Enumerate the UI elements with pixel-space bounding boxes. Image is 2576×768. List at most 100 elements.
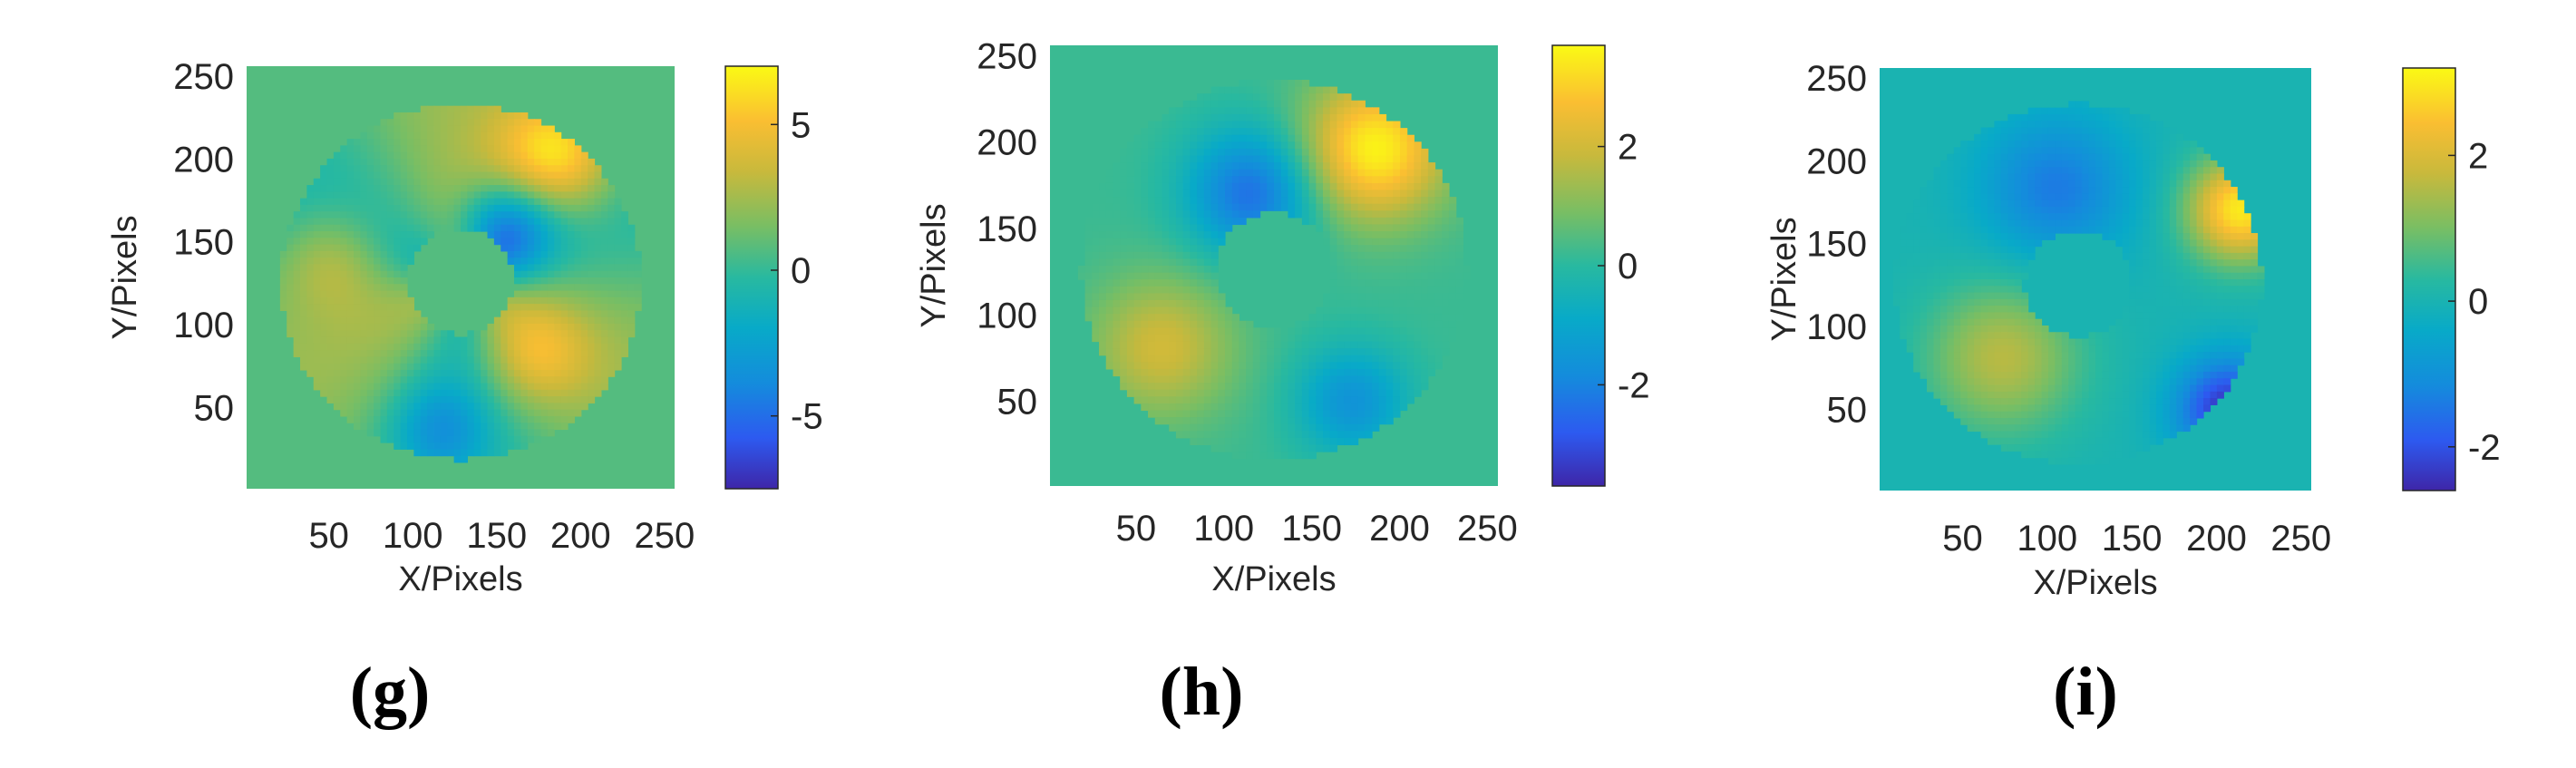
heatmap-cell: [507, 336, 515, 345]
heatmap-cell: [1169, 362, 1177, 370]
heatmap-cell: [1246, 348, 1254, 356]
heatmap-cell: [1301, 431, 1310, 439]
heatmap-cell: [1350, 162, 1359, 170]
heatmap-cell: [1350, 431, 1359, 439]
heatmap-cell: [1210, 437, 1219, 446]
heatmap-cell: [1906, 226, 1914, 234]
heatmap-cell: [1960, 312, 1968, 320]
heatmap-cell: [527, 297, 535, 305]
heatmap-cell: [1274, 162, 1282, 170]
heatmap-cell: [534, 343, 542, 351]
heatmap-cell: [1399, 368, 1408, 377]
heatmap-cell: [1092, 306, 1100, 315]
heatmap-cell: [1960, 147, 1968, 155]
heatmap-cell: [1316, 100, 1324, 108]
heatmap-cell: [453, 389, 462, 397]
heatmap-cell: [1372, 190, 1380, 198]
heatmap-cell: [366, 258, 374, 266]
heatmap-cell: [1126, 389, 1135, 397]
heatmap-cell: [407, 165, 414, 173]
heatmap-cell: [433, 165, 442, 173]
heatmap-cell: [1920, 239, 1928, 248]
heatmap-cell: [1974, 226, 1982, 234]
heatmap-cell: [1974, 180, 1982, 188]
heatmap-cell: [574, 231, 582, 238]
heatmap-cell: [1406, 348, 1414, 356]
heatmap-cell: [1259, 162, 1268, 170]
heatmap-cell: [1337, 176, 1345, 184]
heatmap-cell: [1148, 148, 1156, 157]
heatmap-cell: [2007, 199, 2016, 208]
heatmap-cell: [1980, 199, 1988, 208]
heatmap-cell: [1378, 306, 1387, 315]
heatmap-cell: [1980, 306, 1988, 314]
heatmap-cell: [1953, 239, 1961, 248]
heatmap-cell: [440, 343, 448, 351]
heatmap-cell: [340, 258, 348, 266]
heatmap-cell: [2007, 226, 2016, 234]
heatmap-cell: [501, 415, 509, 423]
heatmap-cell: [501, 119, 509, 127]
heatmap-cell: [1224, 203, 1233, 211]
heatmap-cell: [1927, 266, 1935, 274]
heatmap-cell: [1301, 452, 1310, 460]
heatmap-cell: [1399, 327, 1408, 335]
heatmap-cell: [407, 383, 414, 391]
heatmap-cell: [1210, 431, 1219, 439]
heatmap-cell: [360, 304, 368, 312]
heatmap-cell: [461, 178, 468, 186]
heatmap-cell: [1154, 266, 1163, 274]
heatmap-cell: [1133, 334, 1142, 343]
heatmap-cell: [1927, 252, 1935, 260]
heatmap-cell: [1323, 423, 1331, 432]
heatmap-cell: [447, 119, 455, 127]
heatmap-cell: [1455, 224, 1464, 232]
heatmap-cell: [1120, 355, 1128, 363]
heatmap-cell: [1385, 238, 1394, 246]
heatmap-cell: [1980, 378, 1988, 386]
heatmap-cell: [1329, 410, 1338, 418]
heatmap-cell: [534, 131, 542, 140]
heatmap-cell: [520, 145, 529, 153]
heatmap-cell: [473, 139, 481, 146]
heatmap-cell: [413, 119, 422, 127]
heatmap-cell: [1252, 93, 1261, 102]
heatmap-cell: [1448, 224, 1457, 232]
heatmap-cell: [354, 178, 361, 186]
heatmap-cell: [1372, 314, 1380, 322]
heatmap-cell: [453, 204, 462, 212]
heatmap-cell: [1148, 286, 1156, 294]
heatmap-cell: [1120, 148, 1128, 157]
heatmap-cell: [501, 171, 509, 180]
heatmap-cell: [487, 125, 495, 133]
heatmap-cell: [560, 396, 569, 403]
heatmap-cell: [1933, 332, 1941, 340]
heatmap-cell: [554, 369, 562, 377]
heatmap-cell: [394, 238, 402, 246]
heatmap-cell: [608, 277, 616, 285]
heatmap-cell: [326, 343, 335, 351]
heatmap-cell: [400, 244, 408, 252]
heatmap-cell: [2014, 352, 2022, 359]
heatmap-cell: [2000, 371, 2008, 379]
heatmap-cell: [420, 363, 428, 371]
heatmap-cell: [1357, 190, 1366, 198]
heatmap-cell: [447, 198, 455, 206]
heatmap-cell: [568, 376, 575, 384]
heatmap-cell: [1239, 210, 1247, 219]
heatmap-cell: [440, 165, 448, 173]
heatmap-cell: [1920, 345, 1928, 353]
heatmap-cell: [621, 316, 628, 325]
heatmap-cell: [608, 258, 616, 266]
heatmap-cell: [1960, 332, 1968, 340]
heatmap-cell: [380, 304, 388, 312]
heatmap-cell: [1105, 320, 1114, 328]
heatmap-cell: [1239, 190, 1247, 198]
heatmap-cell: [614, 238, 622, 246]
heatmap-cell: [554, 310, 562, 318]
heatmap-cell: [2000, 219, 2008, 228]
heatmap-cell: [1210, 121, 1219, 129]
heatmap-cell: [453, 423, 462, 431]
heatmap-cell: [1980, 173, 1988, 181]
heatmap-cell: [1162, 348, 1170, 356]
